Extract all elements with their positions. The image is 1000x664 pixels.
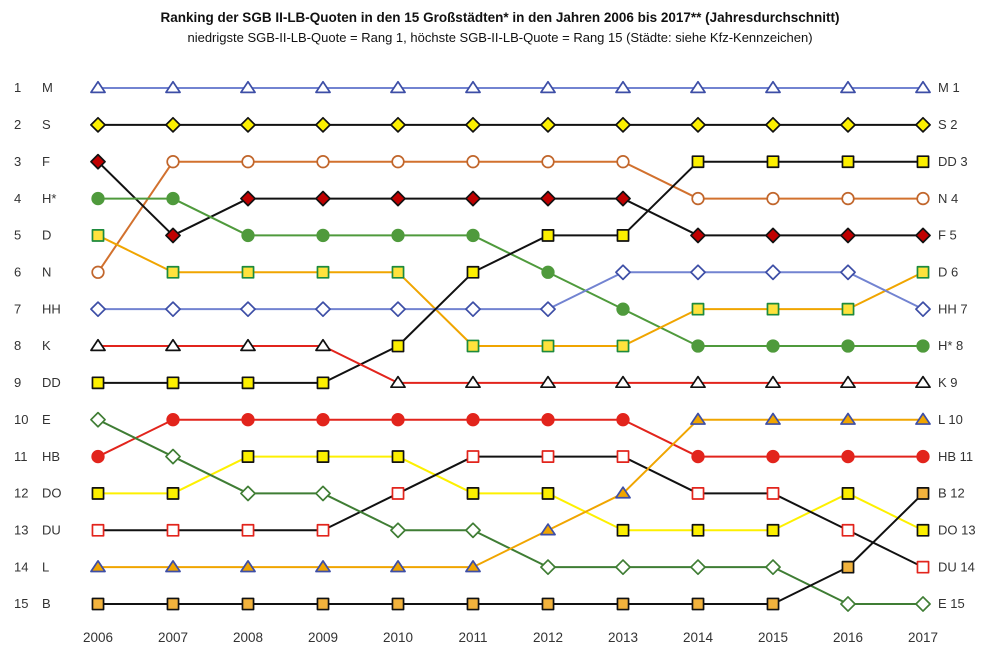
svg-text:DO: DO: [42, 486, 62, 501]
svg-text:B 12: B 12: [938, 486, 965, 501]
svg-text:DD: DD: [42, 375, 61, 390]
svg-text:H*: H*: [42, 191, 56, 206]
svg-text:K: K: [42, 338, 51, 353]
svg-text:F: F: [42, 154, 50, 169]
svg-text:D 6: D 6: [938, 264, 958, 279]
svg-text:N 4: N 4: [938, 191, 958, 206]
svg-text:H* 8: H* 8: [938, 338, 963, 353]
svg-text:HH: HH: [42, 301, 61, 316]
svg-text:B: B: [42, 596, 51, 611]
svg-text:2010: 2010: [383, 630, 413, 645]
svg-text:2015: 2015: [758, 630, 788, 645]
svg-text:S: S: [42, 117, 51, 132]
svg-text:9: 9: [14, 375, 21, 390]
svg-text:12: 12: [14, 486, 28, 501]
svg-text:D: D: [42, 228, 51, 243]
svg-text:1: 1: [14, 80, 21, 95]
svg-text:L: L: [42, 559, 49, 574]
svg-text:2007: 2007: [158, 630, 188, 645]
svg-text:2009: 2009: [308, 630, 338, 645]
svg-text:niedrigste SGB-II-LB-Quote = R: niedrigste SGB-II-LB-Quote = Rang 1, höc…: [187, 30, 812, 45]
svg-text:E 15: E 15: [938, 596, 965, 611]
svg-text:11: 11: [14, 449, 28, 464]
svg-text:L 10: L 10: [938, 412, 963, 427]
svg-text:3: 3: [14, 154, 21, 169]
svg-text:DU 14: DU 14: [938, 559, 975, 574]
svg-text:7: 7: [14, 301, 21, 316]
svg-text:Ranking der SGB II-LB-Quoten i: Ranking der SGB II-LB-Quoten in den 15 G…: [161, 10, 840, 25]
svg-text:N: N: [42, 264, 51, 279]
svg-text:2016: 2016: [833, 630, 863, 645]
svg-text:HB: HB: [42, 449, 60, 464]
svg-text:2017: 2017: [908, 630, 938, 645]
svg-text:K 9: K 9: [938, 375, 958, 390]
svg-text:F 5: F 5: [938, 228, 957, 243]
svg-text:2013: 2013: [608, 630, 638, 645]
svg-text:M 1: M 1: [938, 80, 960, 95]
svg-text:5: 5: [14, 228, 21, 243]
svg-text:13: 13: [14, 522, 28, 537]
svg-text:2012: 2012: [533, 630, 563, 645]
svg-text:M: M: [42, 80, 53, 95]
svg-text:DU: DU: [42, 522, 61, 537]
svg-text:DO 13: DO 13: [938, 522, 976, 537]
svg-text:HH 7: HH 7: [938, 301, 968, 316]
svg-text:4: 4: [14, 191, 21, 206]
svg-text:14: 14: [14, 559, 28, 574]
svg-text:HB 11: HB 11: [938, 449, 973, 464]
svg-text:15: 15: [14, 596, 28, 611]
svg-text:S 2: S 2: [938, 117, 958, 132]
svg-text:DD 3: DD 3: [938, 154, 968, 169]
svg-text:10: 10: [14, 412, 28, 427]
svg-text:E: E: [42, 412, 51, 427]
svg-text:2014: 2014: [683, 630, 714, 645]
svg-text:2011: 2011: [458, 630, 487, 645]
svg-text:2006: 2006: [83, 630, 113, 645]
svg-text:2: 2: [14, 117, 21, 132]
svg-text:2008: 2008: [233, 630, 263, 645]
svg-text:8: 8: [14, 338, 21, 353]
svg-text:6: 6: [14, 264, 21, 279]
